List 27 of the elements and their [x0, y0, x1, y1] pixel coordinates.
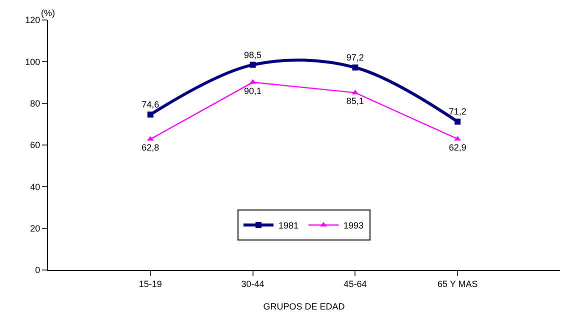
- data-label: 98,5: [244, 50, 262, 60]
- x-tick-label: 30-44: [241, 278, 264, 289]
- data-label: 71,2: [448, 106, 466, 117]
- y-tick-label: 40: [30, 182, 40, 192]
- data-label: 90,1: [244, 86, 262, 96]
- data-label: 62,9: [448, 142, 466, 152]
- point: [250, 62, 256, 68]
- data-label: 74,6: [142, 100, 160, 110]
- x-tick-label: 15-19: [138, 278, 162, 289]
- legend-label: 1993: [344, 220, 364, 231]
- x-tick-label: 45-64: [344, 278, 367, 289]
- y-axis-title: (%): [41, 8, 55, 18]
- legend-label: 1981: [278, 220, 299, 231]
- x-tick-label: 65 Y MAS: [438, 278, 478, 289]
- data-label: 85,1: [346, 96, 364, 106]
- y-tick-label: 120: [25, 15, 40, 26]
- point: [454, 118, 461, 125]
- point: [147, 112, 154, 118]
- point: [352, 64, 358, 70]
- y-tick-label: 20: [30, 223, 40, 234]
- data-label: 97,2: [346, 52, 364, 62]
- x-axis-title: GRUPOS DE EDAD: [263, 302, 346, 312]
- y-tick-label: 100: [25, 56, 40, 67]
- y-tick-label: 80: [30, 98, 40, 108]
- y-tick-label: 60: [30, 140, 40, 150]
- data-label: 62,8: [142, 142, 160, 153]
- y-tick-label: 0: [35, 265, 40, 276]
